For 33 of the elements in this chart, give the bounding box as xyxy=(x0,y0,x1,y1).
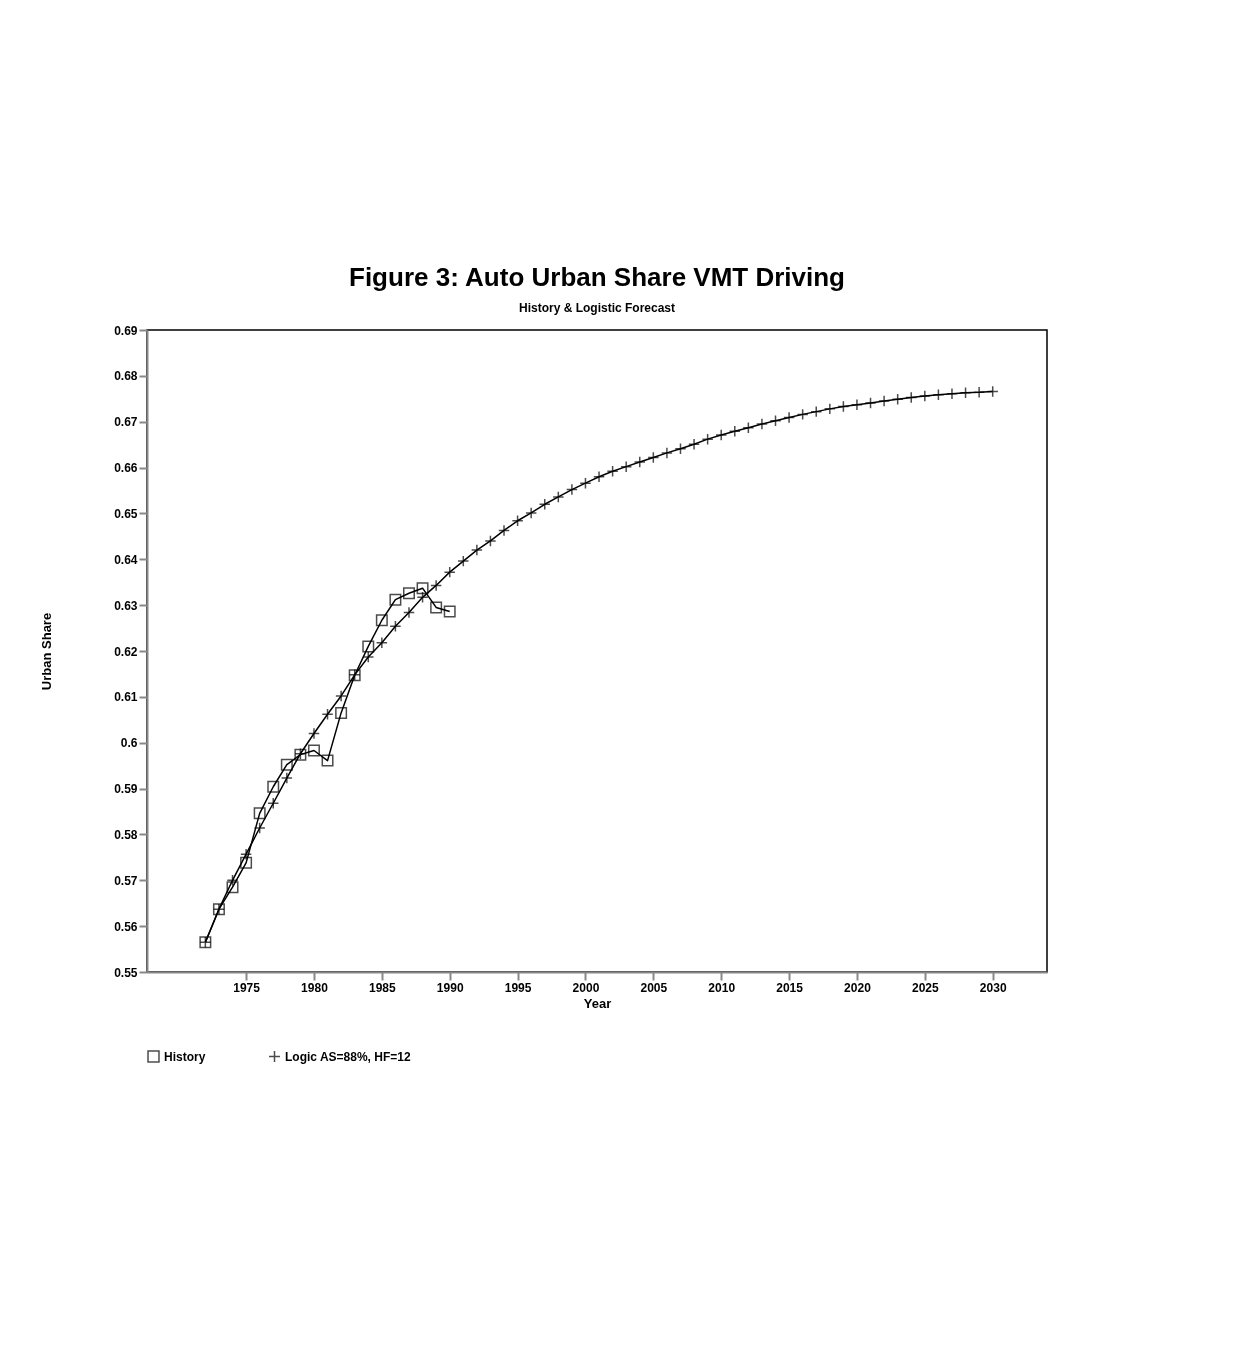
x-tick-label: 2020 xyxy=(844,980,872,995)
chart-subtitle: History & Logistic Forecast xyxy=(518,301,676,315)
legend-label: Logic AS=88%, HF=12 xyxy=(285,1049,411,1064)
y-tick-label: 0.67 xyxy=(114,415,138,430)
x-tick-label: 1990 xyxy=(436,980,464,995)
chart-title: Figure 3: Auto Urban Share VMT Driving xyxy=(349,262,845,292)
x-tick-label: 2010 xyxy=(708,980,736,995)
y-tick-label: 0.64 xyxy=(114,552,138,567)
x-tick-label: 2005 xyxy=(640,980,668,995)
x-axis-title: Year xyxy=(583,995,612,1011)
y-tick-label: 0.65 xyxy=(114,506,138,521)
y-tick-label: 0.61 xyxy=(114,690,138,705)
x-tick-label: 2025 xyxy=(911,980,939,995)
y-tick-label: 0.63 xyxy=(114,598,138,613)
y-tick-label: 0.57 xyxy=(114,873,138,888)
y-tick-label: 0.62 xyxy=(114,644,138,659)
x-tick-label: 2030 xyxy=(979,980,1007,995)
y-tick-label: 0.69 xyxy=(114,323,138,338)
legend-label: History xyxy=(164,1049,206,1064)
y-tick-label: 0.55 xyxy=(114,965,138,980)
y-axis-title: Urban Share xyxy=(39,612,55,691)
x-tick-label: 1980 xyxy=(301,980,329,995)
y-tick-label: 0.6 xyxy=(120,736,138,751)
x-tick-label: 2000 xyxy=(572,980,600,995)
y-tick-label: 0.58 xyxy=(114,827,138,842)
y-tick-label: 0.68 xyxy=(114,369,138,384)
y-tick-label: 0.59 xyxy=(114,782,138,797)
x-tick-label: 2015 xyxy=(776,980,804,995)
x-tick-label: 1975 xyxy=(233,980,261,995)
y-tick-label: 0.66 xyxy=(114,461,138,476)
x-tick-label: 1995 xyxy=(504,980,532,995)
y-tick-label: 0.56 xyxy=(114,919,138,934)
x-tick-label: 1985 xyxy=(368,980,397,995)
